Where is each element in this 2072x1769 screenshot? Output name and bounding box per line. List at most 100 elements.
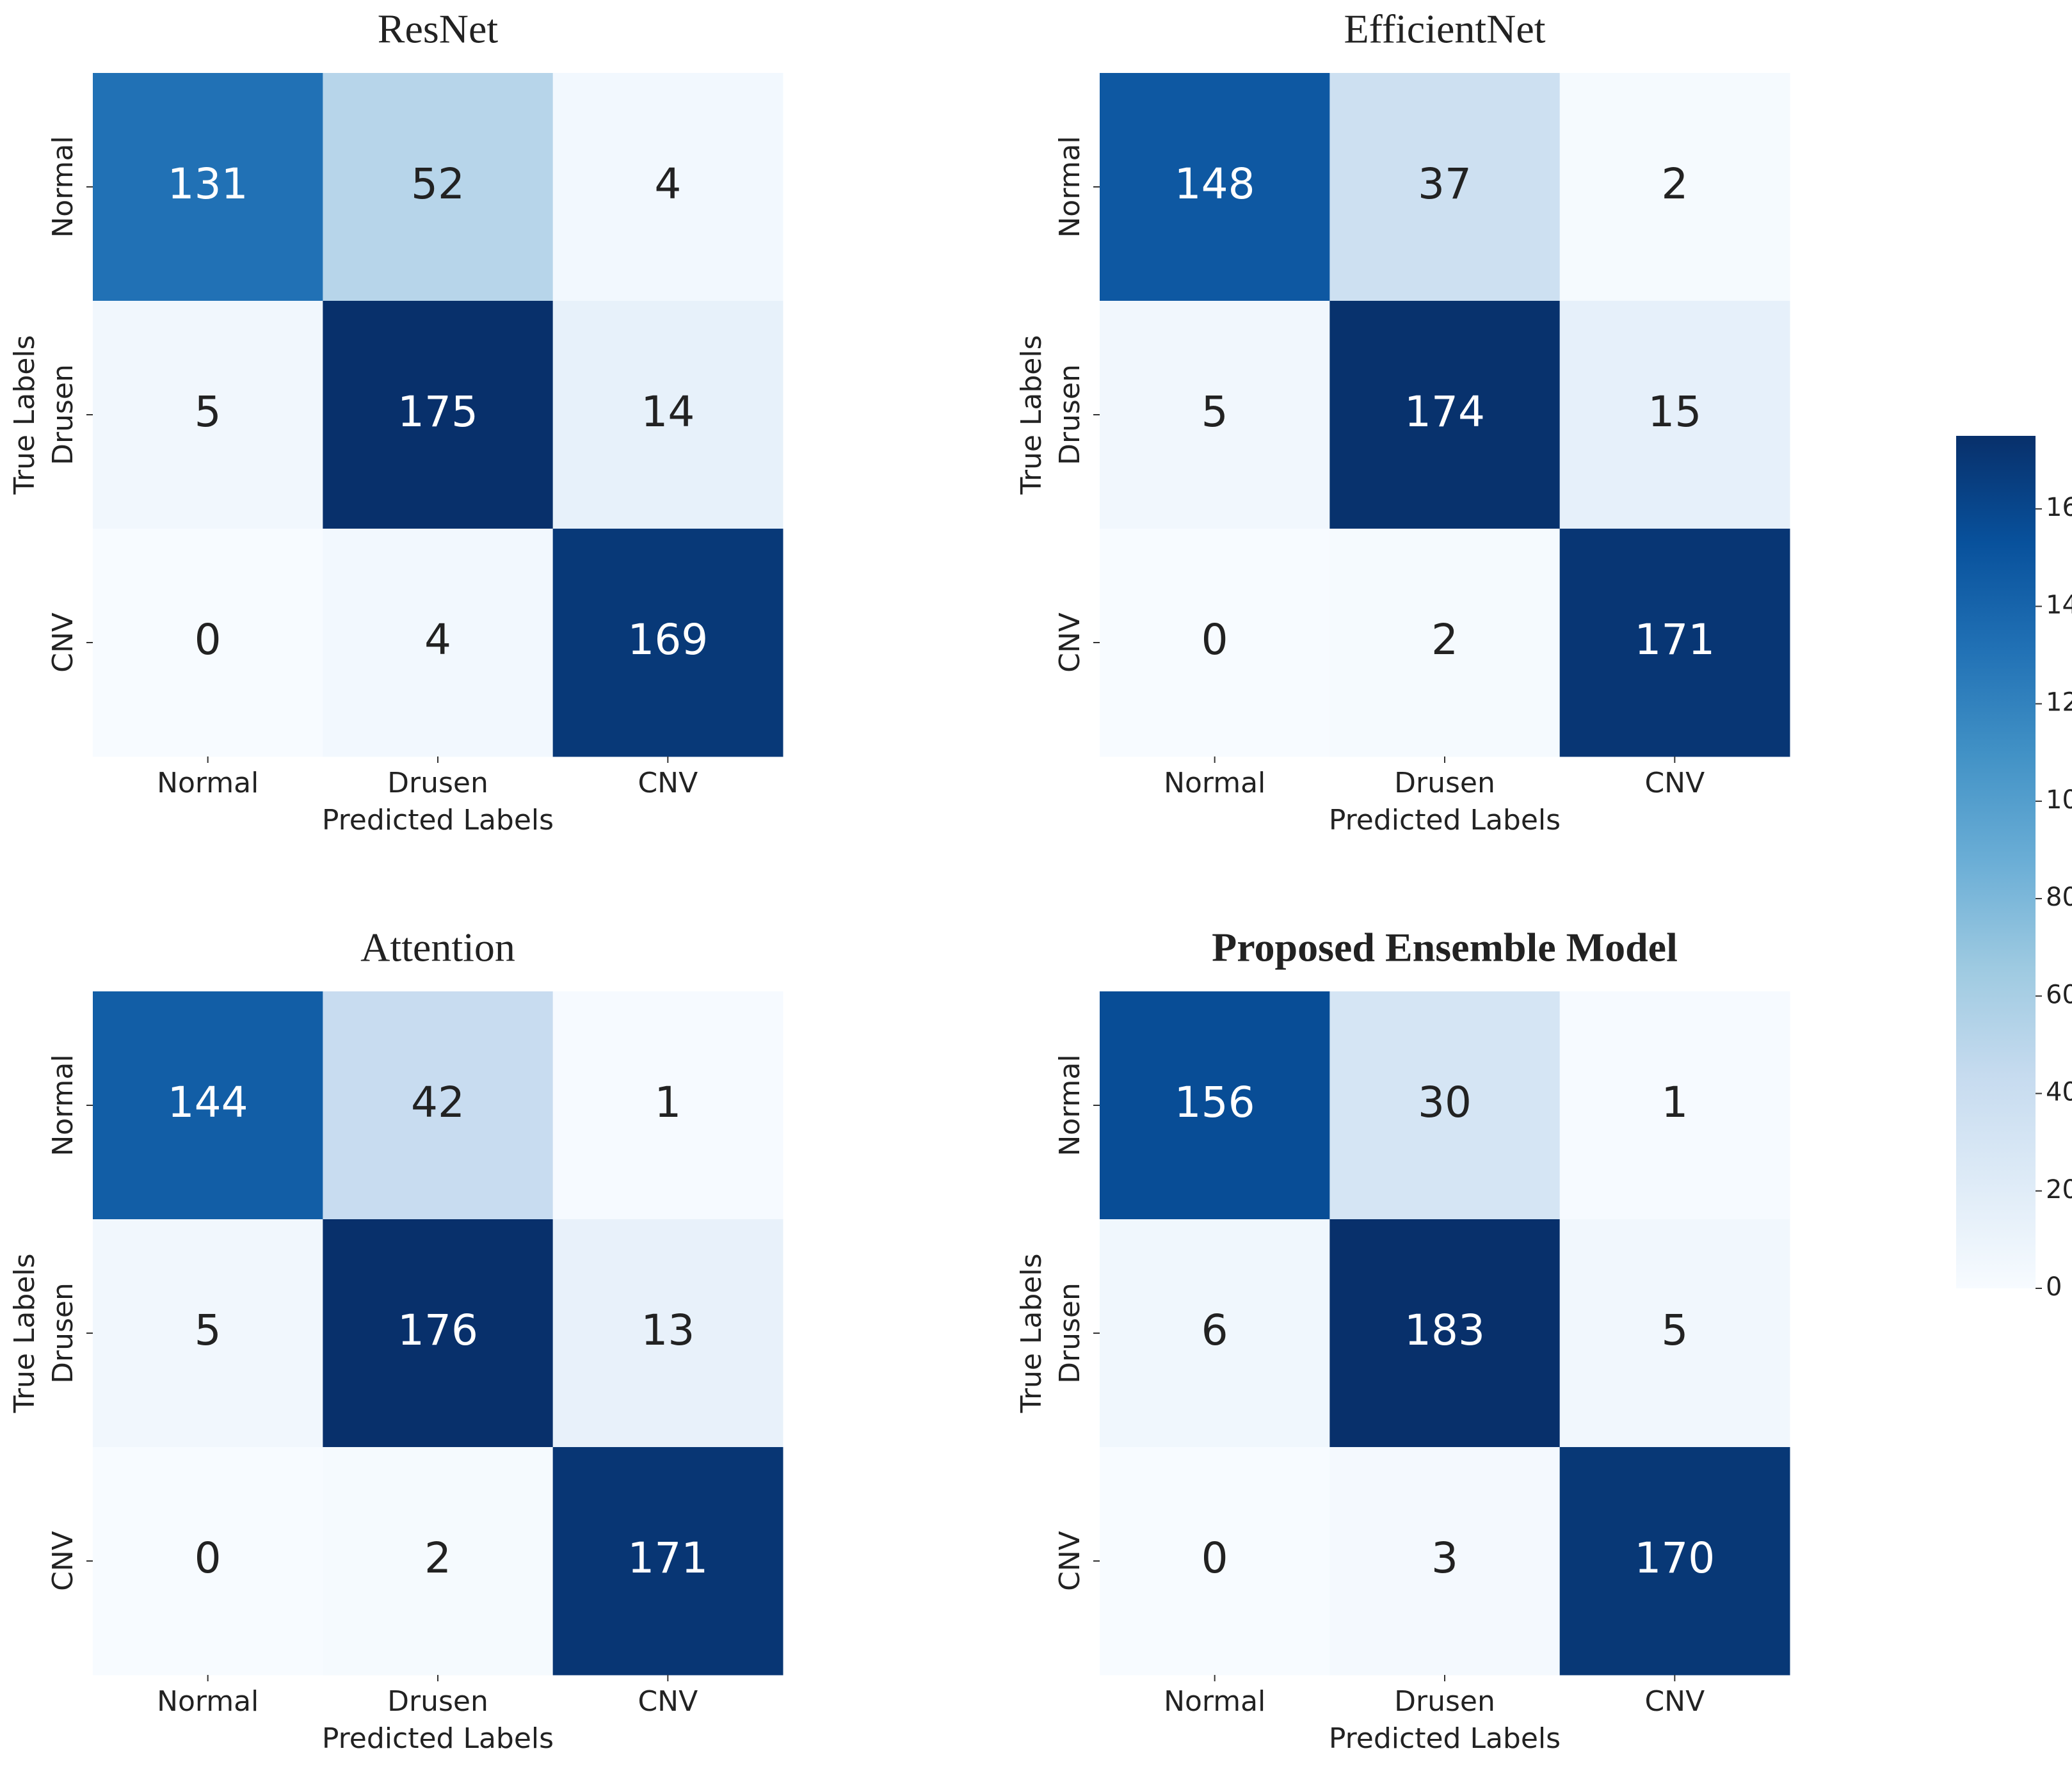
x-axis-label: Predicted Labels: [322, 804, 554, 836]
y-tick-label: Normal: [47, 1054, 79, 1156]
y-axis-label: True Labels: [1015, 335, 1048, 495]
colorbar-tick-label: 140: [2046, 590, 2072, 620]
cell-label: 2: [1661, 159, 1688, 209]
cell-label: 131: [168, 159, 248, 209]
heatmap-cell: [93, 1447, 323, 1676]
y-tick-label: Drusen: [47, 364, 79, 465]
x-tick-label: Drusen: [387, 1685, 488, 1718]
cell-label: 183: [1404, 1306, 1485, 1355]
cell-label: 175: [398, 387, 478, 436]
heatmap-cell: [1329, 529, 1561, 757]
y-tick-label: CNV: [47, 612, 79, 673]
chart-title: ResNet: [378, 6, 499, 52]
heatmap-cell: [93, 301, 323, 529]
heatmap-cell: [1100, 73, 1330, 301]
y-tick-label: CNV: [1054, 612, 1086, 673]
x-tick-label: Drusen: [1394, 1685, 1495, 1718]
colorbar-tick-label: 120: [2046, 688, 2072, 717]
cell-label: 1: [654, 1078, 681, 1127]
heatmap-cell: [93, 1219, 323, 1448]
heatmap-cell: [1100, 1219, 1330, 1448]
cell-label: 156: [1175, 1078, 1255, 1127]
colorbar-tick-label: 80: [2046, 883, 2072, 912]
x-tick-label: Normal: [157, 1685, 259, 1718]
heatmap-cell: [1559, 301, 1790, 529]
heatmap-cell: [552, 529, 783, 757]
heatmap-cell: [1559, 1219, 1790, 1448]
cell-label: 14: [641, 387, 695, 436]
x-tick-label: CNV: [1644, 767, 1705, 799]
heatmap-cell: [1329, 1219, 1561, 1448]
cell-label: 0: [1201, 1533, 1228, 1583]
cell-label: 0: [1201, 615, 1228, 664]
y-axis-label: True Labels: [8, 335, 41, 495]
heatmap-cell: [1559, 529, 1790, 757]
cell-label: 4: [654, 159, 681, 209]
heatmap-cell: [552, 991, 783, 1220]
colorbar-tick-label: 160: [2046, 493, 2072, 522]
colorbar-tick-label: 60: [2046, 980, 2072, 1009]
x-axis-label: Predicted Labels: [1329, 804, 1561, 836]
colorbar-tick-label: 100: [2046, 785, 2072, 815]
y-tick-label: Normal: [1054, 1054, 1086, 1156]
cell-label: 52: [411, 159, 465, 209]
heatmap-cell: [93, 529, 323, 757]
colorbar: [1956, 436, 2036, 1288]
cell-label: 5: [195, 1306, 221, 1355]
heatmap-cell: [552, 73, 783, 301]
cell-label: 5: [195, 387, 221, 436]
chart-title: EfficientNet: [1344, 6, 1545, 52]
heatmap-cell: [1329, 1447, 1561, 1676]
heatmap-cell: [1100, 529, 1330, 757]
heatmap-cell: [93, 991, 323, 1220]
x-tick-label: Normal: [157, 767, 259, 799]
heatmap-cell: [1100, 991, 1330, 1220]
colorbar-tick-label: 40: [2046, 1078, 2072, 1107]
cell-label: 170: [1634, 1533, 1715, 1583]
colorbar-tick-label: 20: [2046, 1175, 2072, 1205]
heatmap-cell: [323, 529, 554, 757]
heatmap-cell: [552, 301, 783, 529]
cell-label: 5: [1661, 1306, 1688, 1355]
cell-label: 171: [1634, 615, 1715, 664]
heatmap-cell: [323, 301, 554, 529]
y-tick-label: CNV: [47, 1531, 79, 1591]
cell-label: 6: [1201, 1306, 1228, 1355]
heatmap-cell: [552, 1447, 783, 1676]
cell-label: 30: [1418, 1078, 1472, 1127]
cell-label: 176: [398, 1306, 478, 1355]
x-tick-label: Drusen: [1394, 767, 1495, 799]
x-tick-label: Normal: [1164, 767, 1265, 799]
y-tick-label: Drusen: [1054, 1283, 1086, 1384]
cell-label: 0: [195, 1533, 221, 1583]
y-tick-label: Drusen: [47, 1283, 79, 1384]
heatmap-cell: [323, 991, 554, 1220]
cell-label: 171: [627, 1533, 708, 1583]
heatmap-cell: [1559, 73, 1790, 301]
cell-label: 2: [1431, 615, 1458, 664]
heatmap-cell: [1559, 1447, 1790, 1676]
cell-label: 148: [1175, 159, 1255, 209]
cell-label: 4: [424, 615, 451, 664]
cell-label: 0: [195, 615, 221, 664]
heatmap-cell: [1100, 301, 1330, 529]
heatmap-cell: [323, 1219, 554, 1448]
chart-title: Attention: [360, 925, 515, 970]
cell-label: 42: [411, 1078, 465, 1127]
x-axis-label: Predicted Labels: [322, 1722, 554, 1755]
x-tick-label: Drusen: [387, 767, 488, 799]
heatmap-cell: [552, 1219, 783, 1448]
x-axis-label: Predicted Labels: [1329, 1722, 1561, 1755]
y-axis-label: True Labels: [8, 1253, 41, 1413]
cell-label: 2: [424, 1533, 451, 1583]
cell-label: 5: [1201, 387, 1228, 436]
cell-label: 37: [1418, 159, 1472, 209]
cell-label: 15: [1648, 387, 1701, 436]
cell-label: 13: [641, 1306, 695, 1355]
heatmap-cell: [1100, 1447, 1330, 1676]
heatmap-cell: [323, 1447, 554, 1676]
heatmap-cell: [1329, 991, 1561, 1220]
chart-title: Proposed Ensemble Model: [1212, 925, 1678, 970]
x-tick-label: CNV: [1644, 1685, 1705, 1718]
